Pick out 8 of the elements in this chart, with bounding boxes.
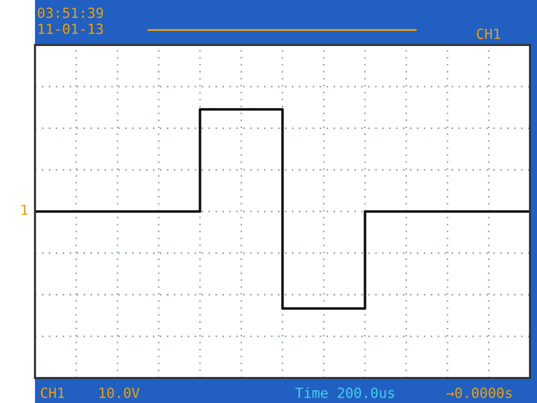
text: CH1 — [476, 28, 500, 40]
text: Time 200.0us — [295, 387, 394, 398]
text: 11-01-13 — [38, 24, 103, 34]
text: 1 — [22, 204, 28, 215]
text: CH1 — [40, 388, 64, 398]
text: →0.0000s — [446, 388, 512, 398]
text: 10.0V — [100, 388, 140, 398]
text: 03:51:39 — [38, 8, 103, 18]
